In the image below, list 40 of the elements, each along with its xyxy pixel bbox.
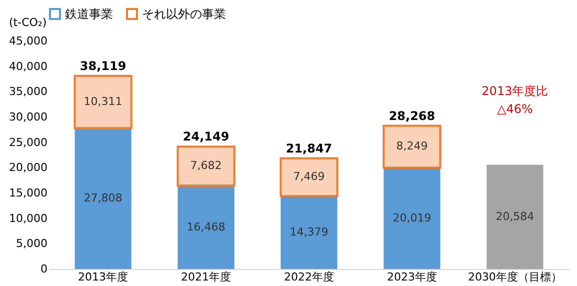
total-label: 38,119 xyxy=(80,58,126,73)
x-tick-label: 2023年度 xyxy=(386,270,437,284)
bar xyxy=(382,124,442,169)
y-tick-label: 40,000 xyxy=(9,60,48,73)
y-tick-label: 5,000 xyxy=(16,237,48,250)
legend-label: 鉄道事業 xyxy=(65,7,113,21)
x-tick-label: 2021年度 xyxy=(181,270,232,284)
data-label: 10,311 xyxy=(84,94,122,108)
x-tick-label: 2022年度 xyxy=(284,270,334,284)
total-label: 28,268 xyxy=(388,108,436,123)
bar xyxy=(178,186,234,269)
data-label: 8,249 xyxy=(396,140,428,153)
bar xyxy=(74,128,132,269)
bar xyxy=(384,168,440,269)
bar xyxy=(176,146,236,187)
data-label: 14,379 xyxy=(290,226,328,239)
bar xyxy=(280,157,338,198)
y-tick-label: 20,000 xyxy=(9,161,48,174)
y-tick-label: 15,000 xyxy=(9,186,48,200)
y-tick-label: 35,000 xyxy=(9,85,48,98)
total-label: 24,149 xyxy=(182,130,230,144)
y-tick-label: 0 xyxy=(40,262,48,276)
y-axis-title: (t-CO₂) xyxy=(9,16,47,29)
annotation: 2013年度比 △46% xyxy=(482,84,548,116)
data-label: 20,019 xyxy=(392,211,432,224)
y-tick-label: 30,000 xyxy=(9,110,48,124)
x-tick-label: 2030年度（目標） xyxy=(468,270,562,284)
bar xyxy=(280,196,338,269)
data-label: 27,808 xyxy=(84,192,122,205)
y-tick-label: 10,000 xyxy=(9,212,48,225)
data-label: 7,469 xyxy=(293,170,325,184)
bar xyxy=(486,164,544,269)
data-label: 20,584 xyxy=(496,210,534,223)
legend-label: それ以外の事業 xyxy=(142,7,226,21)
data-label: 16,468 xyxy=(186,220,226,234)
total-label: 21,847 xyxy=(286,141,332,156)
x-tick-label: 2013年度 xyxy=(78,270,128,284)
y-tick-label: 25,000 xyxy=(9,136,48,149)
y-tick-label: 45,000 xyxy=(9,34,48,48)
data-label: 7,682 xyxy=(190,159,222,172)
